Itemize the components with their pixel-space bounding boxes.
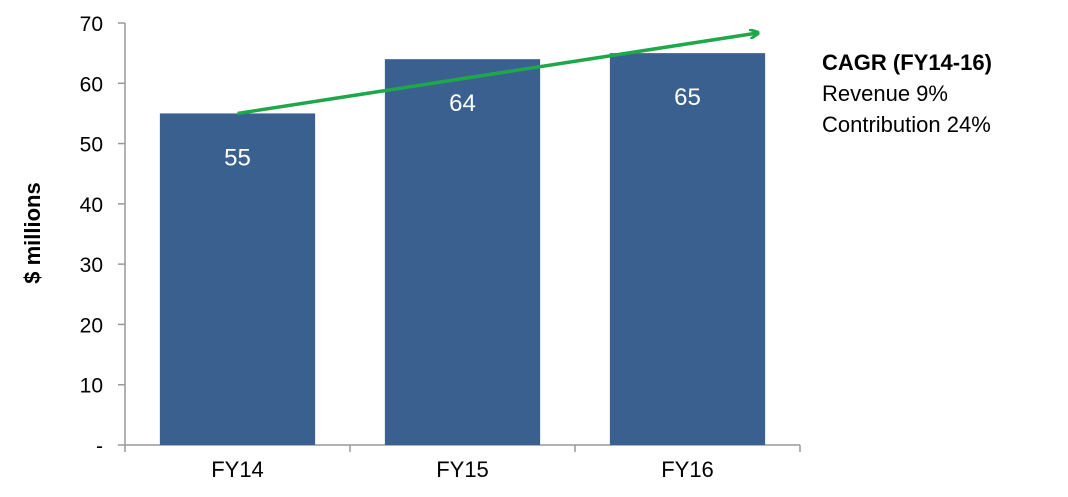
data-labels: 55 FY14 64 FY15 65 FY16 <box>211 84 714 482</box>
cagr-annotation: CAGR (FY14-16) Revenue 9% Contribution 2… <box>822 47 992 140</box>
bar-value-label: 55 <box>224 144 251 171</box>
y-tick-label: - <box>96 435 103 458</box>
x-tick-label: FY15 <box>436 457 489 482</box>
y-tick-label: 70 <box>80 13 103 36</box>
trend-arrow <box>237 33 758 116</box>
bar <box>609 53 766 446</box>
cagr-contribution: Contribution 24% <box>822 112 991 137</box>
bar <box>384 59 541 446</box>
y-tick-label: 40 <box>80 194 103 217</box>
y-tick-label: 20 <box>80 314 103 337</box>
x-tick-label: FY16 <box>661 457 714 482</box>
bar <box>159 113 316 445</box>
bars <box>159 53 766 446</box>
cagr-title: CAGR (FY14-16) <box>822 50 992 75</box>
bar-value-label: 65 <box>674 84 701 111</box>
cagr-revenue: Revenue 9% <box>822 81 948 106</box>
y-tick-label: 50 <box>80 134 103 157</box>
bar-value-label: 64 <box>449 90 476 117</box>
trend-arrow-line <box>237 33 758 116</box>
y-tick-label: 10 <box>80 375 103 398</box>
y-tick-label: 60 <box>80 73 103 96</box>
x-tick-label: FY14 <box>211 457 264 482</box>
y-axis-label: $ millions <box>20 182 45 283</box>
y-tick-label: 30 <box>80 254 103 277</box>
